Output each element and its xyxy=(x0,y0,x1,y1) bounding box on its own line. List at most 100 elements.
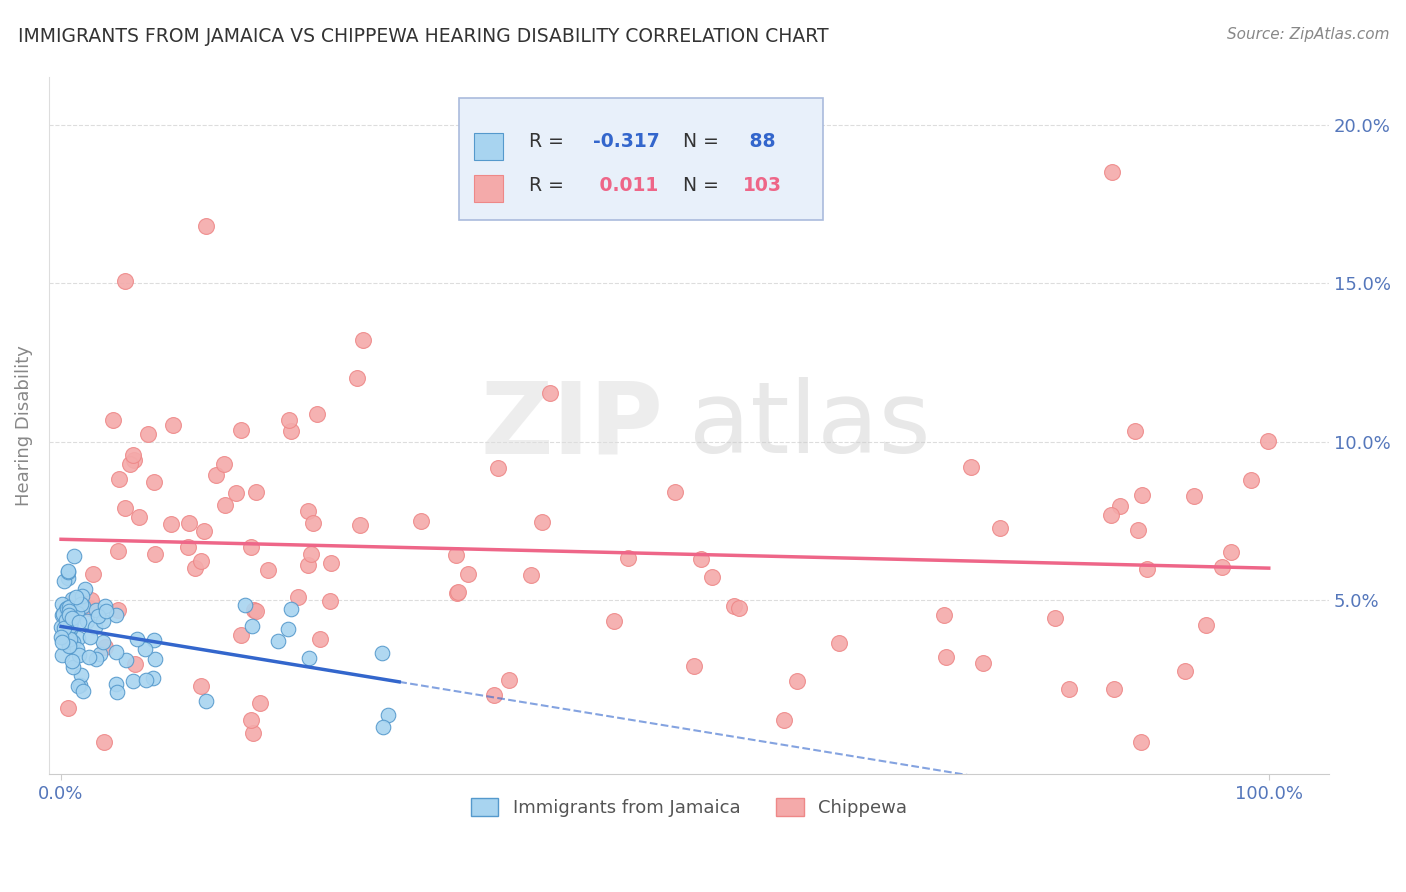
Point xyxy=(682,659,704,673)
Point xyxy=(72,599,94,613)
Point xyxy=(287,590,309,604)
Point xyxy=(59,634,82,648)
Point xyxy=(298,650,321,665)
Point xyxy=(229,423,252,437)
Point xyxy=(309,632,332,646)
Point xyxy=(59,622,82,636)
Point xyxy=(520,568,543,582)
Legend: Immigrants from Jamaica, Chippewa: Immigrants from Jamaica, Chippewa xyxy=(464,790,914,824)
Point xyxy=(82,567,104,582)
Point xyxy=(1099,508,1122,523)
Point xyxy=(79,649,101,664)
Point xyxy=(143,547,166,561)
Point xyxy=(723,599,745,614)
Point xyxy=(242,726,264,740)
Point xyxy=(135,673,157,688)
Point xyxy=(93,635,115,649)
Point xyxy=(65,591,87,605)
Point xyxy=(79,630,101,644)
Point xyxy=(60,654,83,668)
Point xyxy=(700,570,723,584)
Point xyxy=(122,452,145,467)
Text: N =: N = xyxy=(683,132,724,151)
Point xyxy=(138,427,160,442)
Point xyxy=(84,652,107,666)
Point xyxy=(58,626,80,640)
Point xyxy=(51,635,73,649)
Point xyxy=(184,561,207,575)
Point xyxy=(104,677,127,691)
Point xyxy=(94,640,117,654)
Text: 103: 103 xyxy=(742,176,782,195)
Point xyxy=(277,622,299,636)
Point xyxy=(56,633,79,648)
Point xyxy=(58,639,80,653)
Point xyxy=(297,504,319,518)
Point xyxy=(972,656,994,670)
Point xyxy=(482,688,505,702)
Point xyxy=(1240,473,1263,487)
Point xyxy=(602,614,624,628)
Point xyxy=(86,609,108,624)
Point xyxy=(143,632,166,647)
Text: R =: R = xyxy=(529,176,569,195)
Point xyxy=(352,333,374,347)
Point xyxy=(51,620,73,634)
Point xyxy=(486,461,509,475)
Point xyxy=(243,603,266,617)
Point xyxy=(321,556,343,570)
Point xyxy=(190,679,212,693)
Point xyxy=(239,713,262,727)
Point xyxy=(49,630,72,644)
Point xyxy=(540,385,562,400)
Point xyxy=(77,601,100,615)
Text: 0.011: 0.011 xyxy=(593,176,658,195)
Point xyxy=(60,592,83,607)
Point xyxy=(231,627,253,641)
Point xyxy=(58,604,80,618)
Point xyxy=(240,540,263,554)
Point xyxy=(205,468,228,483)
Point xyxy=(55,613,77,627)
Point xyxy=(59,619,82,633)
Point xyxy=(190,554,212,568)
Point xyxy=(60,607,83,621)
Point xyxy=(69,648,91,663)
Point xyxy=(122,448,145,462)
Point xyxy=(58,608,80,623)
Point xyxy=(67,680,90,694)
Point xyxy=(58,599,80,614)
Point xyxy=(93,735,115,749)
Point xyxy=(447,585,470,599)
Point xyxy=(51,597,73,611)
Point xyxy=(1123,424,1146,438)
Point xyxy=(53,630,76,644)
Point xyxy=(1195,618,1218,632)
Point xyxy=(134,642,156,657)
Point xyxy=(531,515,554,529)
Point xyxy=(114,500,136,515)
Text: ZIP: ZIP xyxy=(481,377,664,475)
Point xyxy=(664,484,686,499)
Point xyxy=(728,601,751,615)
Point xyxy=(105,645,128,659)
Point xyxy=(55,625,77,640)
Point xyxy=(498,673,520,687)
Point xyxy=(409,514,432,528)
Point xyxy=(1101,165,1123,179)
Point xyxy=(62,595,84,609)
Point xyxy=(84,603,107,617)
Point xyxy=(121,673,143,688)
Point xyxy=(59,615,82,629)
Point xyxy=(245,484,267,499)
Text: atlas: atlas xyxy=(689,377,931,475)
Point xyxy=(1126,524,1149,538)
Point xyxy=(62,659,84,673)
Point xyxy=(1182,489,1205,503)
Text: R =: R = xyxy=(529,132,569,151)
Point xyxy=(1219,544,1241,558)
Point xyxy=(786,673,808,688)
Point xyxy=(319,594,342,608)
Point xyxy=(245,604,267,618)
Point xyxy=(55,602,77,616)
